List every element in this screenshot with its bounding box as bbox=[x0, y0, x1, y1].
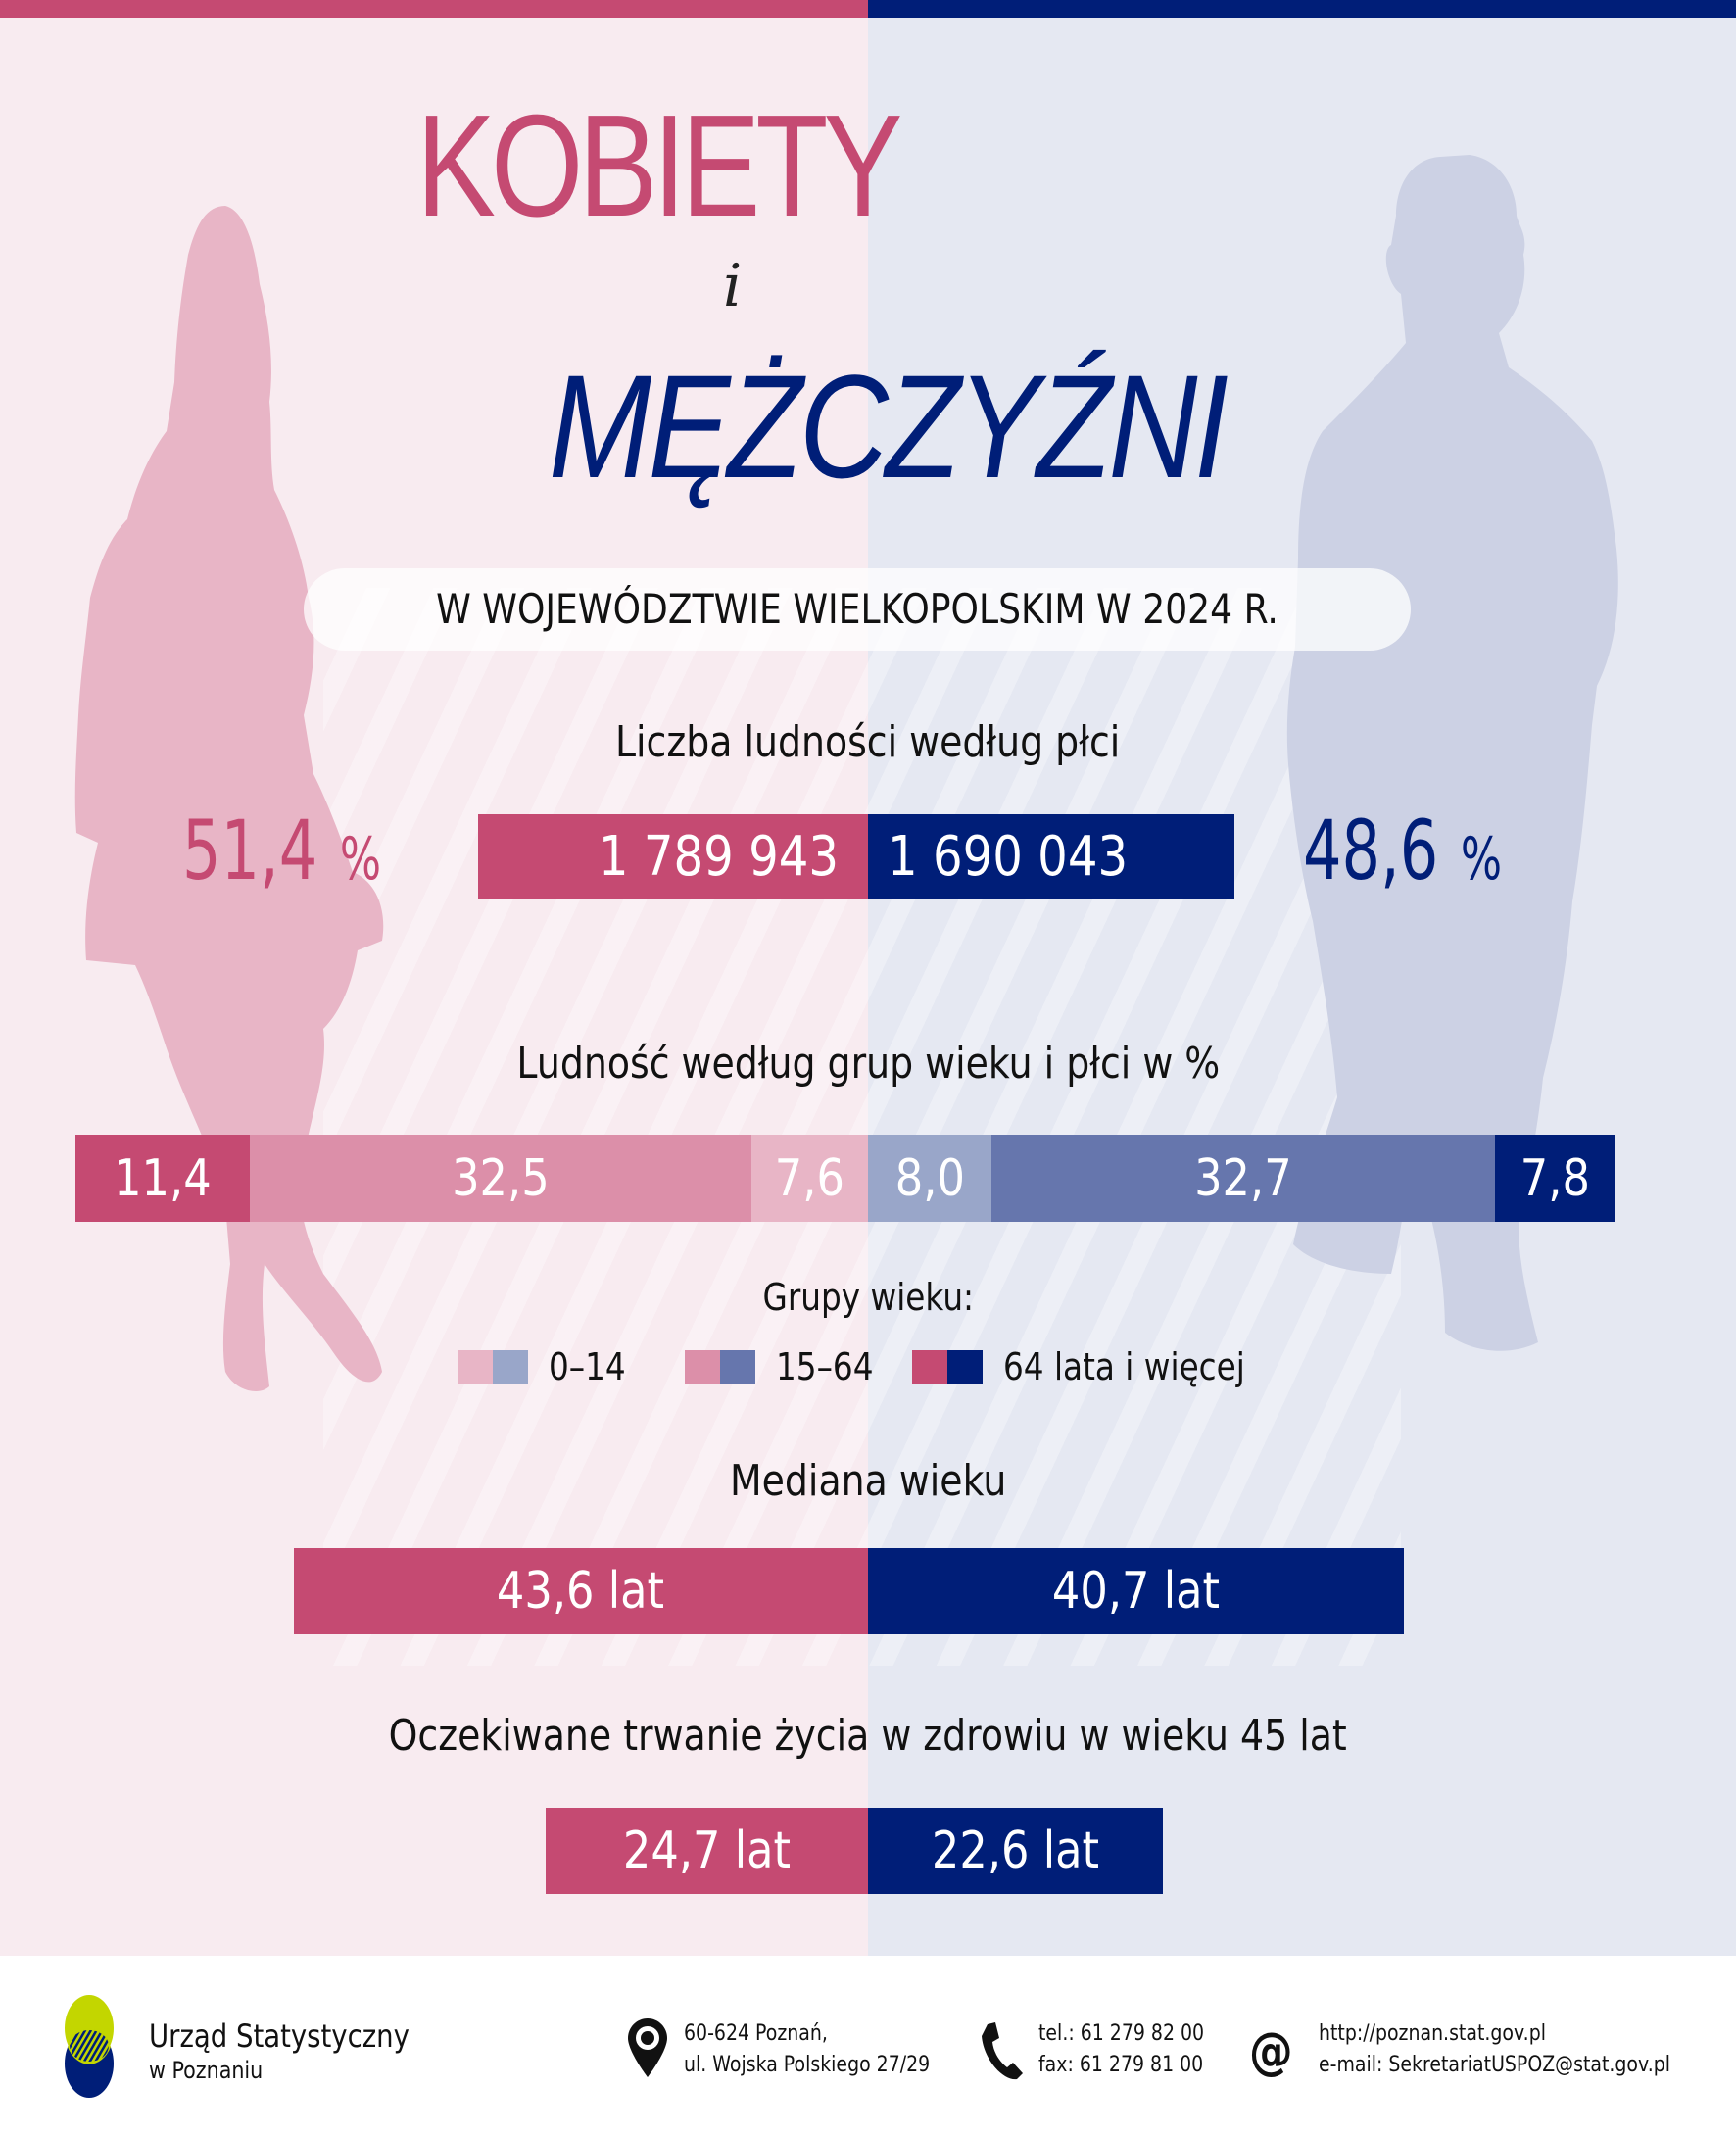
diagonal-stripes-decoration bbox=[323, 588, 1401, 1666]
at-sign-icon: @ bbox=[1249, 2022, 1293, 2081]
legend-label: 0–14 bbox=[549, 1345, 626, 1388]
healthy-life-heading: Oczekiwane trwanie życia w zdrowiu w wie… bbox=[388, 1711, 1348, 1761]
women-0-14-segment: 7,6 bbox=[751, 1135, 868, 1222]
woman-silhouette-icon bbox=[74, 206, 384, 1391]
title-men: MĘŻCZYŹNI bbox=[549, 344, 1229, 509]
women-healthy-life-bar: 24,7 lat bbox=[546, 1808, 868, 1894]
age-groups-heading: Ludność według grup wieku i płci w % bbox=[516, 1039, 1220, 1089]
subtitle: W WOJEWÓDZTWIE WIELKOPOLSKIM W 2024 R. bbox=[436, 585, 1278, 633]
org-name: Urząd Statystyczny bbox=[149, 2017, 410, 2055]
location-pin-icon bbox=[628, 2018, 667, 2077]
men-0-14-segment: 8,0 bbox=[868, 1135, 991, 1222]
contact-web-email: http://poznan.stat.gov.pl e-mail: Sekret… bbox=[1319, 2018, 1727, 2081]
legend-title: Grupy wieku: bbox=[762, 1276, 974, 1319]
footer: Urząd Statystyczny w Poznaniu 60-624 Poz… bbox=[0, 1956, 1736, 2137]
phone-icon bbox=[982, 2022, 1023, 2080]
legend-swatch-women-65plus bbox=[912, 1350, 947, 1384]
women-population-bar: 1 789 943 bbox=[478, 814, 868, 899]
men-15-64-segment: 32,7 bbox=[991, 1135, 1495, 1222]
women-percentage: 51,4% bbox=[182, 802, 382, 899]
men-population-bar: 1 690 043 bbox=[868, 814, 1234, 899]
phone-fax: tel.: 61 279 82 00 fax: 61 279 81 00 bbox=[1038, 2018, 1231, 2081]
median-age-heading: Mediana wieku bbox=[729, 1456, 1007, 1506]
title-women: KOBIETY bbox=[416, 85, 903, 247]
website-link[interactable]: http://poznan.stat.gov.pl bbox=[1319, 2021, 1546, 2046]
man-silhouette-icon bbox=[1286, 155, 1618, 1351]
email-link[interactable]: e-mail: SekretariatUSPOZ@stat.gov.pl bbox=[1319, 2053, 1671, 2077]
title-conjunction: i bbox=[723, 252, 743, 320]
legend-swatch-men-65plus bbox=[947, 1350, 983, 1384]
legend-swatch-women-15-64 bbox=[685, 1350, 720, 1384]
legend-label: 64 lata i więcej bbox=[1003, 1345, 1245, 1388]
men-healthy-life-bar: 22,6 lat bbox=[868, 1808, 1163, 1894]
legend-label: 15–64 bbox=[776, 1345, 874, 1388]
women-65plus-segment: 11,4 bbox=[75, 1135, 250, 1222]
top-bar-women bbox=[0, 0, 868, 18]
subtitle-pill bbox=[304, 568, 1411, 651]
men-percentage: 48,6% bbox=[1303, 802, 1503, 899]
legend-swatch-men-0-14 bbox=[493, 1350, 528, 1384]
legend-swatch-men-15-64 bbox=[720, 1350, 755, 1384]
statistics-office-logo-icon bbox=[65, 1995, 114, 2098]
org-city: w Poznaniu bbox=[149, 2057, 264, 2084]
address: 60-624 Poznań, ul. Wojska Polskiego 27/2… bbox=[684, 2021, 931, 2077]
top-bar-men bbox=[868, 0, 1736, 18]
women-median-age-bar: 43,6 lat bbox=[294, 1548, 868, 1634]
population-heading: Liczba ludności według płci bbox=[615, 717, 1121, 767]
men-65plus-segment: 7,8 bbox=[1495, 1135, 1615, 1222]
women-15-64-segment: 32,5 bbox=[250, 1135, 751, 1222]
legend-swatch-women-0-14 bbox=[458, 1350, 493, 1384]
phone-link[interactable]: tel.: 61 279 82 00 bbox=[1038, 2021, 1205, 2046]
men-median-age-bar: 40,7 lat bbox=[868, 1548, 1404, 1634]
